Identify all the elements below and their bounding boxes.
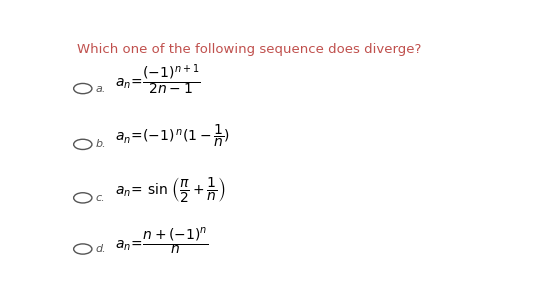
Text: c.: c. (95, 193, 105, 203)
Text: $a_n\!=\!\dfrac{(-1)^{n+1}}{2n-1}$: $a_n\!=\!\dfrac{(-1)^{n+1}}{2n-1}$ (115, 62, 200, 97)
Text: $a_n\!=\!(-1)^{\,n}(1-\dfrac{1}{n})$: $a_n\!=\!(-1)^{\,n}(1-\dfrac{1}{n})$ (115, 123, 230, 149)
Text: d.: d. (95, 244, 106, 254)
Text: a.: a. (95, 84, 106, 94)
Text: $a_n\!=\!\dfrac{n+(-1)^{n}}{n}$: $a_n\!=\!\dfrac{n+(-1)^{n}}{n}$ (115, 227, 208, 257)
Text: b.: b. (95, 139, 106, 149)
Text: Which one of the following sequence does diverge?: Which one of the following sequence does… (77, 43, 422, 56)
Text: $a_n\!=\!\ \mathrm{sin}\ \left(\dfrac{\pi}{2}+\dfrac{1}{n}\right)$: $a_n\!=\!\ \mathrm{sin}\ \left(\dfrac{\p… (115, 175, 225, 204)
